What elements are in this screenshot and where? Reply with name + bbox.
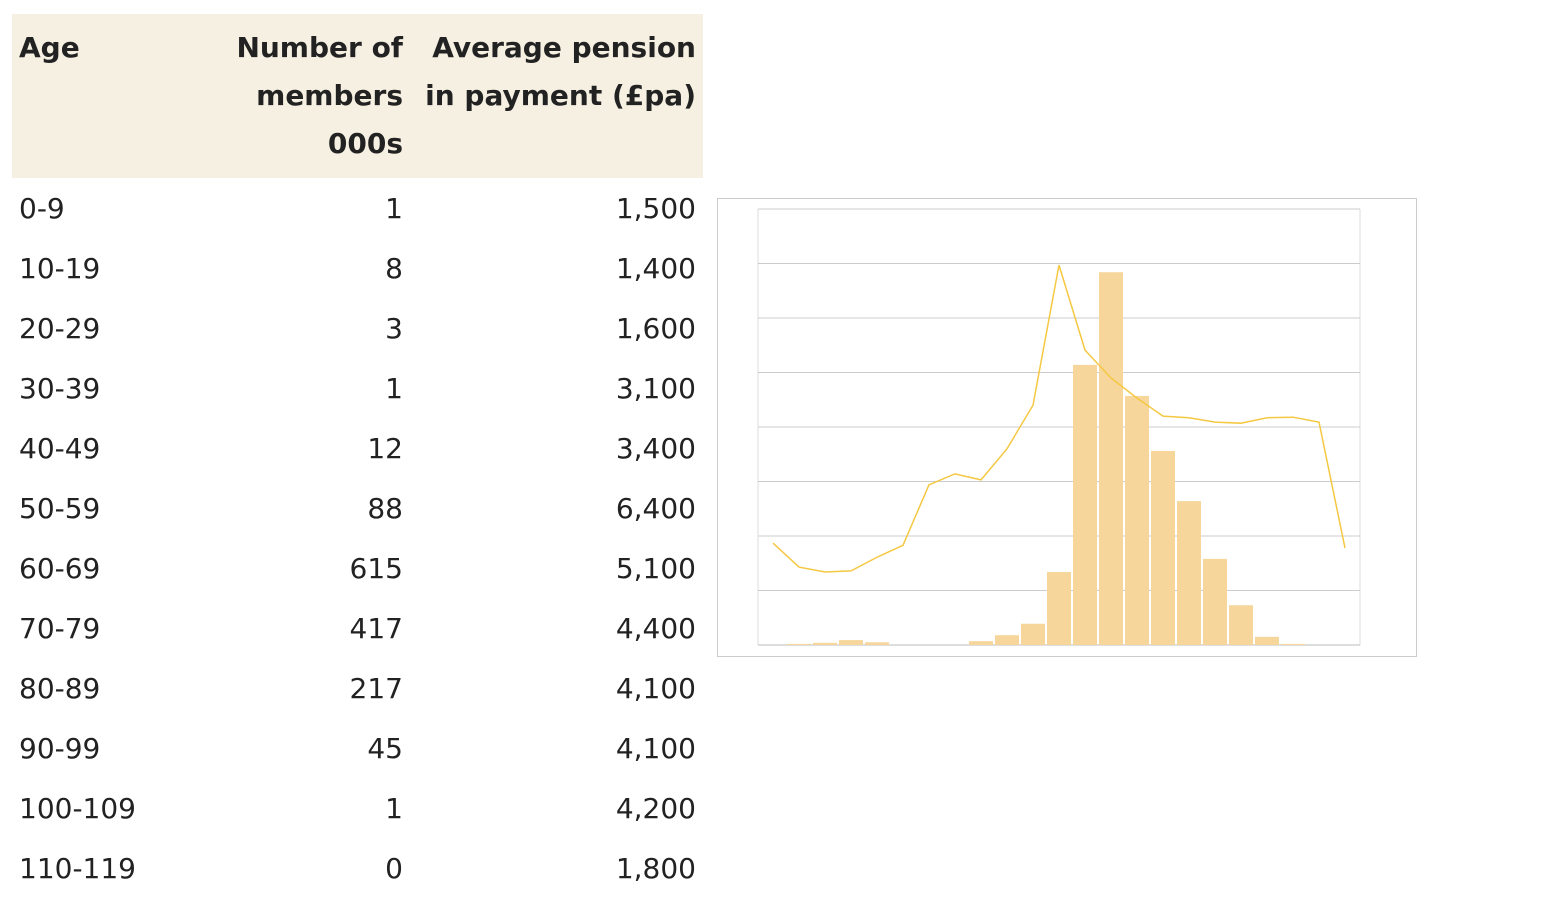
table-cell: 5,100: [615, 551, 696, 585]
bar: [1021, 623, 1045, 645]
table-row: 90-99 45 4,100: [12, 718, 703, 778]
table-cell: 100-109: [19, 791, 136, 825]
table-row: 20-29 3 1,600: [12, 298, 703, 358]
table-cell: 88: [367, 491, 403, 525]
table-row: 70-79 417 4,400: [12, 598, 703, 658]
table-cell: 30-39: [19, 371, 101, 405]
bar: [1073, 364, 1097, 645]
table-row: 110-119 0 1,800: [12, 838, 703, 898]
table-cell: 6,400: [615, 491, 696, 525]
bar: [1229, 605, 1253, 645]
bar: [995, 635, 1019, 645]
table-row: 40-49 12 3,400: [12, 418, 703, 478]
column-header: Number of members 000s: [165, 14, 410, 178]
table-cell: 110-119: [19, 851, 136, 885]
bar: [1151, 450, 1175, 645]
table-cell: 0-9: [19, 191, 65, 225]
chart: [717, 198, 1417, 657]
table-cell: 4,100: [615, 731, 696, 765]
table-cell: 8: [385, 251, 403, 285]
table-cell: 45: [367, 731, 403, 765]
table-cell: 60-69: [19, 551, 101, 585]
table-cell: 4,100: [615, 671, 696, 705]
table-row: 100-109 1 4,200: [12, 778, 703, 838]
bar: [1047, 571, 1071, 645]
table-row: 60-69 615 5,100: [12, 538, 703, 598]
line: [772, 264, 1346, 573]
table-cell: 1,800: [615, 851, 696, 885]
table-cell: 4,400: [615, 611, 696, 645]
table-cell: 3: [385, 311, 403, 345]
table-cell: 10-19: [19, 251, 101, 285]
column-header: Average pension in payment (£pa): [410, 14, 703, 178]
table-cell: 1,500: [615, 191, 696, 225]
table-cell: 12: [367, 431, 403, 465]
table-cell: 3,400: [615, 431, 696, 465]
table-row: 50-59 88 6,400: [12, 478, 703, 538]
table-cell: 70-79: [19, 611, 101, 645]
bar: [865, 642, 889, 645]
table-cell: 3,100: [615, 371, 696, 405]
table-row: 10-19 8 1,400: [12, 238, 703, 298]
bar: [839, 640, 863, 645]
table-cell: 0: [385, 851, 403, 885]
page: Age Number of members 000s Average pension…: [12, 14, 1417, 885]
table-cell: 80-89: [19, 671, 101, 705]
table-cell: 1: [385, 191, 403, 225]
header-row: Age Number of members 000s Average pension…: [12, 14, 703, 178]
bar: [1125, 395, 1149, 645]
chart-frame: [717, 198, 1417, 657]
bar: [1203, 558, 1227, 645]
table-cell: 1,400: [615, 251, 696, 285]
column-header: Age: [12, 14, 165, 178]
table-cell: 1: [385, 371, 403, 405]
table-cell: 40-49: [19, 431, 101, 465]
bar: [1281, 643, 1305, 645]
table-row: 0-9 1 1,500: [12, 178, 703, 238]
table-row: 80-89 217 4,100: [12, 658, 703, 718]
bar: [969, 641, 993, 645]
table-cell: 50-59: [19, 491, 101, 525]
table-cell: 217: [349, 671, 403, 705]
bar: [1255, 636, 1279, 645]
table-cell: 4,200: [615, 791, 696, 825]
table-cell: 90-99: [19, 731, 101, 765]
table-row: 30-39 1 3,100: [12, 358, 703, 418]
bar: [1177, 501, 1201, 645]
bar: [787, 643, 811, 645]
bar: [813, 642, 837, 645]
table-cell: 1: [385, 791, 403, 825]
bar: [1099, 272, 1123, 645]
table-cell: 615: [349, 551, 403, 585]
table-cell: 417: [349, 611, 403, 645]
table-cell: 1,600: [615, 311, 696, 345]
table-cell: 20-29: [19, 311, 101, 345]
